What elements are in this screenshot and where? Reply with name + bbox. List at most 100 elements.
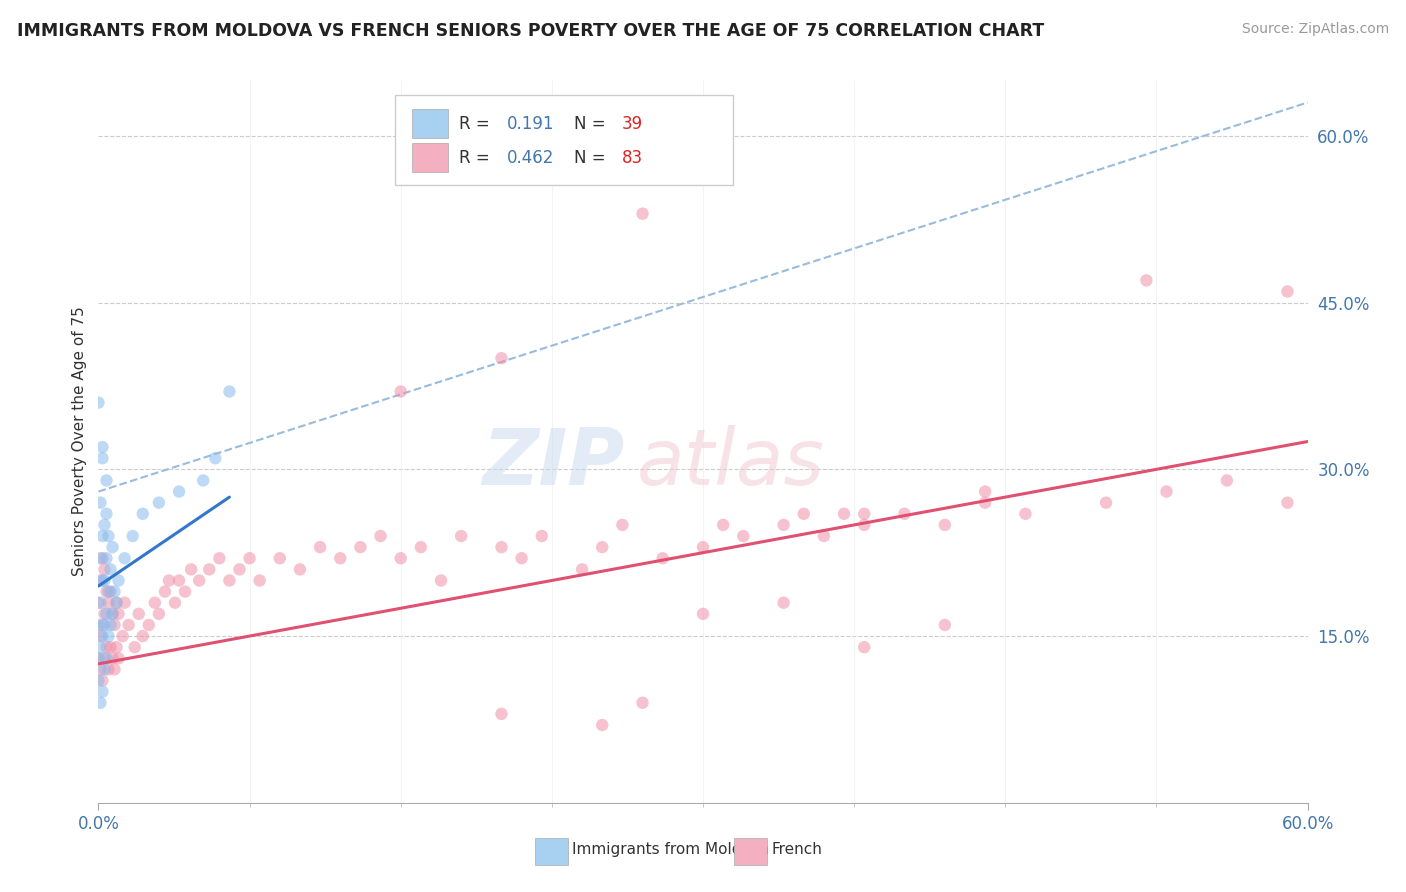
Point xyxy=(103,662,125,676)
Point xyxy=(491,706,513,721)
FancyBboxPatch shape xyxy=(534,838,568,865)
FancyBboxPatch shape xyxy=(395,95,734,185)
Point xyxy=(692,540,714,554)
Point xyxy=(389,384,412,399)
Text: 0.191: 0.191 xyxy=(508,115,554,133)
Point xyxy=(89,496,111,510)
Point xyxy=(87,618,110,632)
Text: R =: R = xyxy=(458,149,495,167)
Point xyxy=(97,584,120,599)
Point xyxy=(91,440,114,454)
Point xyxy=(107,651,129,665)
Point xyxy=(111,629,134,643)
Point xyxy=(772,596,794,610)
Point xyxy=(107,607,129,621)
Point xyxy=(87,395,110,409)
Point xyxy=(389,551,412,566)
FancyBboxPatch shape xyxy=(412,143,449,172)
Point xyxy=(128,607,150,621)
Point xyxy=(218,574,240,588)
Point xyxy=(853,640,876,655)
Point xyxy=(450,529,472,543)
Point xyxy=(934,618,956,632)
Point xyxy=(105,640,128,655)
Point xyxy=(651,551,673,566)
Point xyxy=(89,640,111,655)
Point xyxy=(853,517,876,532)
Point xyxy=(329,551,352,566)
Point xyxy=(813,529,835,543)
Point xyxy=(93,618,115,632)
Point xyxy=(103,618,125,632)
Point xyxy=(692,607,714,621)
Text: Immigrants from Moldova: Immigrants from Moldova xyxy=(572,842,769,857)
Point xyxy=(163,596,186,610)
Point xyxy=(114,596,136,610)
Point xyxy=(772,517,794,532)
Point xyxy=(1277,285,1299,299)
Point xyxy=(974,484,997,499)
Point xyxy=(87,596,110,610)
Point xyxy=(832,507,855,521)
Point xyxy=(174,584,197,599)
Point xyxy=(89,551,111,566)
Point xyxy=(612,517,634,532)
Point xyxy=(97,662,120,676)
Point xyxy=(96,584,118,599)
Point xyxy=(491,351,513,366)
Point xyxy=(591,540,613,554)
Point xyxy=(193,474,215,488)
Point xyxy=(1216,474,1239,488)
Point xyxy=(101,607,124,621)
Point xyxy=(733,529,755,543)
Point xyxy=(89,574,111,588)
Text: Source: ZipAtlas.com: Source: ZipAtlas.com xyxy=(1241,22,1389,37)
Point xyxy=(571,562,593,576)
Point xyxy=(105,596,128,610)
Point xyxy=(430,574,453,588)
Point xyxy=(198,562,221,576)
Point xyxy=(853,507,876,521)
Point xyxy=(370,529,392,543)
Point xyxy=(148,496,170,510)
Text: atlas: atlas xyxy=(637,425,824,501)
Point xyxy=(143,596,166,610)
Point xyxy=(87,651,110,665)
Point xyxy=(188,574,211,588)
Point xyxy=(208,551,231,566)
Point xyxy=(96,640,118,655)
Point xyxy=(89,662,111,676)
Point xyxy=(167,484,190,499)
Point xyxy=(631,696,654,710)
Text: 83: 83 xyxy=(621,149,643,167)
Point xyxy=(96,507,118,521)
Point xyxy=(124,640,146,655)
Point xyxy=(132,507,155,521)
Point xyxy=(1156,484,1178,499)
Point xyxy=(91,673,114,688)
Point xyxy=(91,551,114,566)
Text: ZIP: ZIP xyxy=(482,425,624,501)
Point xyxy=(93,517,115,532)
Point xyxy=(893,507,915,521)
Point xyxy=(91,618,114,632)
Point xyxy=(349,540,371,554)
Point xyxy=(409,540,432,554)
Point xyxy=(249,574,271,588)
Point xyxy=(121,529,143,543)
Point xyxy=(100,618,122,632)
Point xyxy=(87,673,110,688)
Point xyxy=(91,629,114,643)
Point xyxy=(218,384,240,399)
Point xyxy=(1135,273,1157,287)
Point xyxy=(510,551,533,566)
Point xyxy=(96,474,118,488)
Point xyxy=(1277,496,1299,510)
Point xyxy=(97,596,120,610)
Point xyxy=(100,640,122,655)
Point xyxy=(89,696,111,710)
Point xyxy=(101,607,124,621)
Point xyxy=(93,607,115,621)
Point xyxy=(631,207,654,221)
Point xyxy=(138,618,160,632)
